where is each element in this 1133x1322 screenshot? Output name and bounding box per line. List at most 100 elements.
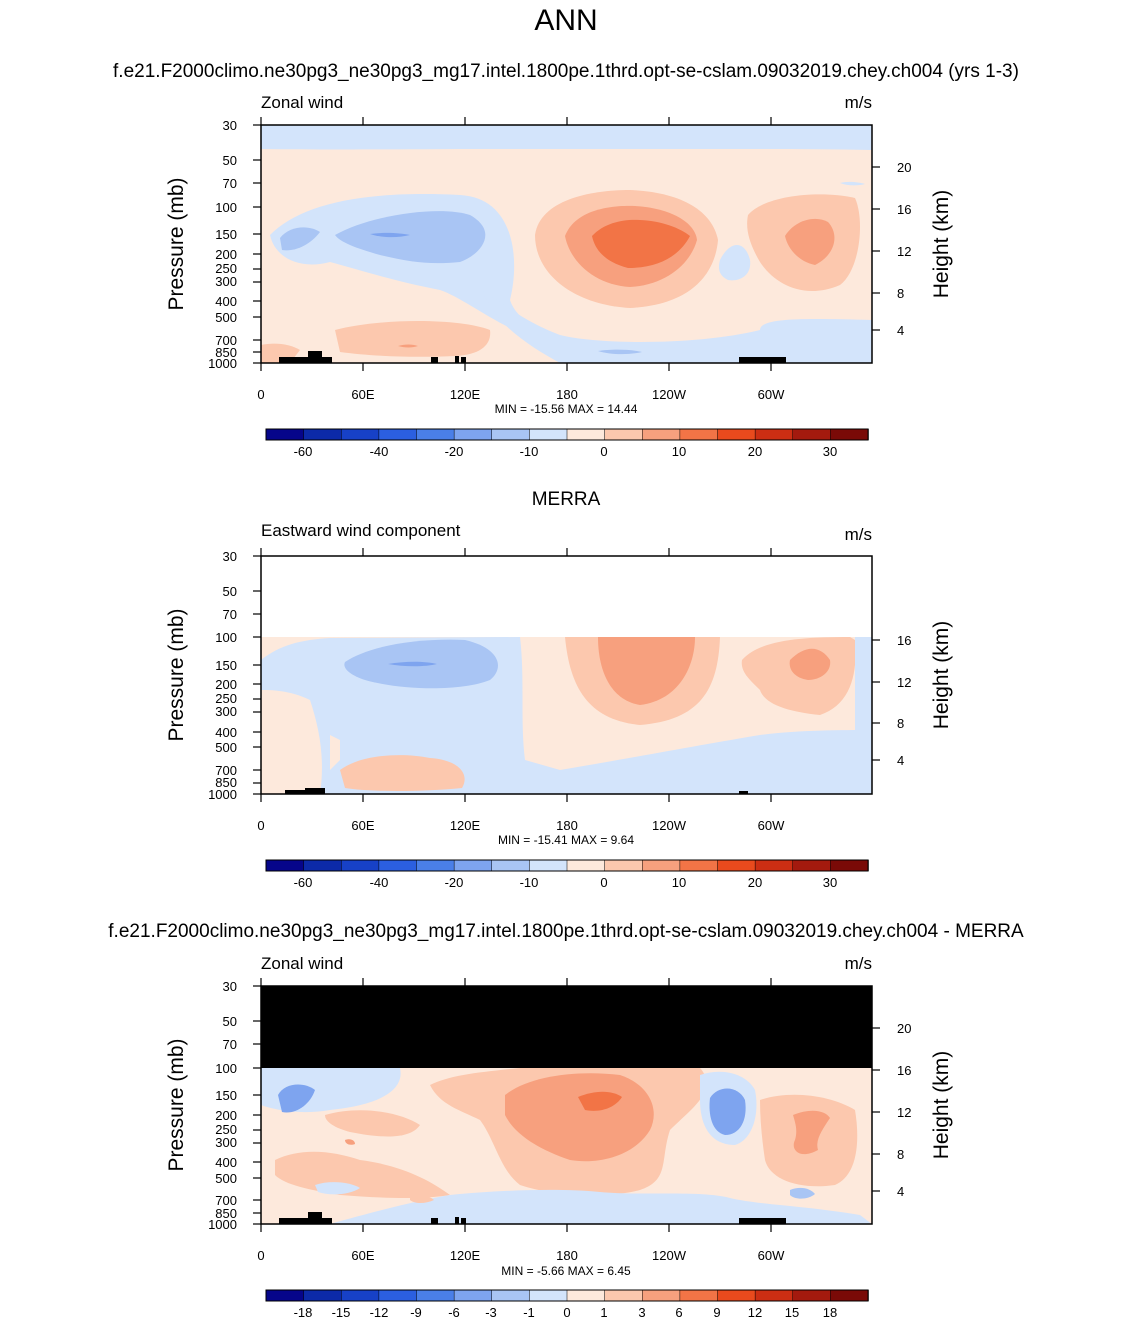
x-tick-label: 120W — [652, 387, 687, 402]
axis-ticks — [253, 117, 880, 371]
x-tick-label: 60E — [351, 387, 374, 402]
colorbar-cell — [378, 1289, 418, 1302]
field-label: Eastward wind component — [261, 521, 461, 540]
colorbar-label: -3 — [485, 1305, 497, 1320]
colorbar-cell — [416, 428, 455, 441]
colorbar-label: -18 — [294, 1305, 313, 1320]
x-tick-label: 120E — [450, 387, 481, 402]
colorbar-cell — [717, 859, 756, 872]
y-tick-label: 500 — [215, 310, 237, 325]
colorbar: -18 -15 -12 -9 -6 -3 -1 0 1 3 6 9 12 15 … — [265, 1289, 869, 1320]
y-tick-labels: 30 50 70 100 150 200 250 300 400 500 700… — [208, 549, 237, 802]
colorbar-label: -6 — [448, 1305, 460, 1320]
y-tick-label: 1000 — [208, 1217, 237, 1232]
x-tick-label: 180 — [556, 818, 578, 833]
colorbar-cell — [378, 428, 418, 441]
y-right-tick-label: 20 — [897, 160, 911, 175]
contour-field — [261, 986, 872, 1224]
colorbar-label: -40 — [370, 444, 389, 459]
colorbar-cell — [604, 1289, 644, 1302]
colorbar-cell — [679, 1289, 719, 1302]
x-tick-label: 0 — [257, 1248, 264, 1263]
panel-model: f.e21.F2000climo.ne30pg3_ne30pg3_mg17.in… — [113, 61, 1019, 459]
x-tick-label: 180 — [556, 1248, 578, 1263]
y-tick-label: 300 — [215, 274, 237, 289]
colorbar-cell — [754, 1289, 794, 1302]
colorbar-label: -1 — [523, 1305, 535, 1320]
x-tick-label: 60W — [758, 1248, 785, 1263]
y-tick-label: 150 — [215, 227, 237, 242]
colorbar-cell — [830, 428, 869, 441]
y-axis-label: Pressure (mb) — [165, 1038, 188, 1171]
y-right-tick-labels: 16 12 8 4 — [897, 633, 911, 768]
y-tick-label: 70 — [223, 1037, 237, 1052]
y-tick-labels: 30 50 70 100 150 200 250 300 400 500 700… — [208, 979, 237, 1232]
colorbar-label: -20 — [445, 875, 464, 890]
y-right-tick-label: 4 — [897, 1184, 904, 1199]
colorbar-cell — [529, 859, 568, 872]
colorbar-cell — [453, 1289, 493, 1302]
field-label: Zonal wind — [261, 954, 343, 973]
y-right-tick-label: 8 — [897, 1147, 904, 1162]
colorbar-label: 18 — [823, 1305, 837, 1320]
colorbar-label: 0 — [600, 444, 607, 459]
y-right-tick-label: 12 — [897, 1105, 911, 1120]
colorbar-cell — [792, 428, 832, 441]
panel-title: f.e21.F2000climo.ne30pg3_ne30pg3_mg17.in… — [108, 921, 1024, 942]
colorbar-cell — [303, 428, 343, 441]
y-right-tick-label: 8 — [897, 286, 904, 301]
y-axis-label: Pressure (mb) — [165, 177, 188, 310]
colorbar-label: 10 — [672, 875, 686, 890]
y-tick-label: 850 — [215, 1206, 237, 1221]
x-tick-label: 0 — [257, 818, 264, 833]
colorbar-cell — [566, 428, 606, 441]
colorbar-cell — [604, 859, 644, 872]
x-tick-labels: 0 60E 120E 180 120W 60W — [257, 818, 785, 833]
colorbar-cell — [679, 859, 719, 872]
panel-title: f.e21.F2000climo.ne30pg3_ne30pg3_mg17.in… — [113, 61, 1019, 82]
colorbar-cell — [754, 859, 794, 872]
colorbar-cell — [717, 1289, 756, 1302]
y-right-axis-label: Height (km) — [930, 621, 953, 730]
y-tick-label: 50 — [223, 584, 237, 599]
colorbar-label: -15 — [332, 1305, 351, 1320]
colorbar-label: 3 — [638, 1305, 645, 1320]
colorbar-cell — [529, 428, 568, 441]
units-label: m/s — [845, 525, 872, 544]
x-tick-label: 120W — [652, 818, 687, 833]
colorbar-cell — [566, 859, 606, 872]
y-right-axis-label: Height (km) — [930, 190, 953, 299]
y-tick-label: 50 — [223, 153, 237, 168]
y-tick-label: 200 — [215, 677, 237, 692]
colorbar-label: -60 — [294, 875, 313, 890]
min-max-label: MIN = -15.56 MAX = 14.44 — [495, 402, 638, 416]
colorbar-label: -10 — [520, 875, 539, 890]
field-label: Zonal wind — [261, 93, 343, 112]
y-tick-label: 700 — [215, 763, 237, 778]
colorbar-label: -9 — [410, 1305, 422, 1320]
y-tick-label: 500 — [215, 1171, 237, 1186]
colorbar-cell — [830, 859, 869, 872]
y-axis-label: Pressure (mb) — [165, 608, 188, 741]
y-right-axis-label: Height (km) — [930, 1051, 953, 1160]
colorbar-cell — [265, 859, 305, 872]
y-tick-label: 850 — [215, 345, 237, 360]
colorbar-label: 9 — [713, 1305, 720, 1320]
y-tick-label: 250 — [215, 261, 237, 276]
colorbar-cell — [642, 859, 681, 872]
colorbar-cell — [303, 1289, 343, 1302]
y-tick-label: 400 — [215, 1155, 237, 1170]
colorbar-label: 20 — [748, 875, 762, 890]
colorbar-label: 1 — [600, 1305, 607, 1320]
y-tick-label: 250 — [215, 691, 237, 706]
axis-ticks — [253, 978, 880, 1232]
panel-diff: f.e21.F2000climo.ne30pg3_ne30pg3_mg17.in… — [108, 921, 1024, 1320]
colorbar-label: 10 — [672, 444, 686, 459]
y-tick-label: 400 — [215, 294, 237, 309]
x-tick-label: 120W — [652, 1248, 687, 1263]
y-tick-label: 30 — [223, 979, 237, 994]
colorbar-label: -20 — [445, 444, 464, 459]
colorbar-cell — [265, 428, 305, 441]
y-tick-label: 150 — [215, 1088, 237, 1103]
